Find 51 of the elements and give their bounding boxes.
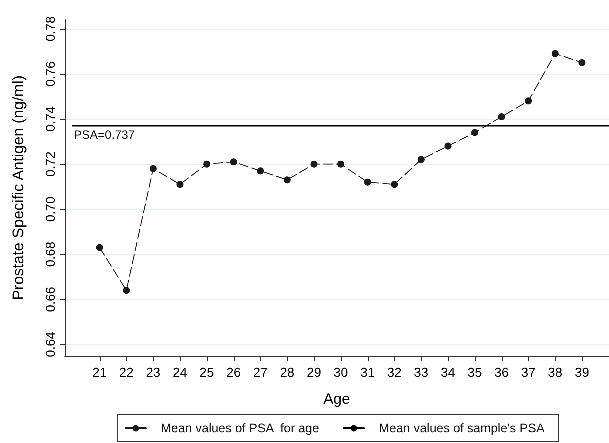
point xyxy=(525,98,532,105)
x-tick-label: 35 xyxy=(468,365,482,380)
y-tick-label: 0.68 xyxy=(43,242,58,268)
y-tick-label: 0.78 xyxy=(43,16,58,42)
point xyxy=(472,129,479,136)
point xyxy=(418,156,425,164)
point xyxy=(204,160,211,168)
y-tick-label: 0.72 xyxy=(43,152,58,177)
point xyxy=(96,244,104,252)
point xyxy=(123,287,130,294)
x-axis-title: Age xyxy=(324,391,350,408)
y-tick-label: 0.74 xyxy=(43,106,58,132)
point xyxy=(578,59,586,66)
x-tick-label: 33 xyxy=(414,365,429,380)
x-tick-label: 34 xyxy=(440,365,456,380)
point xyxy=(230,158,238,166)
point xyxy=(310,160,318,168)
x-tick-label: 26 xyxy=(226,365,242,380)
point xyxy=(364,178,372,186)
point xyxy=(284,176,291,184)
x-tick-label: 23 xyxy=(146,365,161,380)
x-tick-label: 39 xyxy=(574,365,590,380)
x-tick-label: 30 xyxy=(334,365,348,380)
annotation: PSA=0.737 xyxy=(74,128,136,142)
legend-label: Mean values of PSA for age xyxy=(161,422,320,436)
legend-label: Mean values of sample's PSA xyxy=(379,422,546,436)
point xyxy=(444,142,452,150)
y-axis-title: Prostate Specific Antigen (ng/ml) xyxy=(10,76,28,300)
x-tick-label: 22 xyxy=(119,365,134,380)
x-tick-label: 25 xyxy=(200,365,214,380)
point xyxy=(257,168,264,175)
y-tick-label: 0.64 xyxy=(43,332,58,358)
x-tick-label: 24 xyxy=(172,365,188,380)
x-tick-label: 36 xyxy=(494,365,510,380)
x-tick-label: 27 xyxy=(253,365,268,380)
x-tick-label: 28 xyxy=(280,365,295,380)
x-tick-label: 29 xyxy=(306,365,322,380)
point xyxy=(552,50,559,58)
x-tick-label: 37 xyxy=(521,365,536,380)
point xyxy=(176,181,184,188)
x-tick-label: 21 xyxy=(92,365,108,380)
point xyxy=(498,113,506,120)
y-tick-label: 0.66 xyxy=(43,286,58,312)
point xyxy=(338,160,345,168)
x-tick-label: 31 xyxy=(360,365,376,380)
point xyxy=(150,165,157,172)
point xyxy=(391,181,398,188)
x-tick-label: 32 xyxy=(387,365,402,380)
x-tick-label: 38 xyxy=(548,365,563,380)
y-tick-label: 0.70 xyxy=(43,196,58,222)
y-tick-label: 0.76 xyxy=(43,61,58,87)
